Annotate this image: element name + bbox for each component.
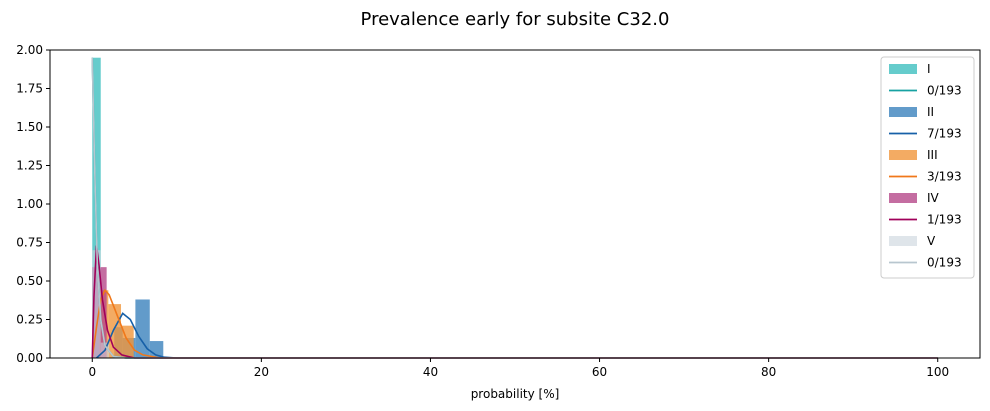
legend: I 0/193 II 7/193 III 3/193 IV 1/193 V 0/193 bbox=[880, 56, 975, 279]
legend-label-7: 1/193 bbox=[927, 213, 962, 227]
legend-label-1: 0/193 bbox=[927, 84, 962, 98]
density-line-3 bbox=[95, 312, 938, 359]
plot-frame bbox=[49, 49, 981, 359]
legend-swatch-2 bbox=[889, 107, 917, 117]
x-tick-label-1: 20 bbox=[254, 365, 269, 379]
density-lines bbox=[91, 57, 938, 359]
density-line-7 bbox=[91, 245, 938, 359]
legend-label-9: 0/193 bbox=[927, 256, 962, 270]
y-tick-label-0: 0.00 bbox=[16, 351, 43, 365]
legend-label-6: IV bbox=[927, 191, 940, 205]
y-tick-label-5: 1.25 bbox=[16, 159, 43, 173]
y-tick-label-1: 0.25 bbox=[16, 313, 43, 327]
density-line-1 bbox=[91, 57, 938, 359]
legend-label-0: I bbox=[927, 62, 931, 76]
legend-label-5: 3/193 bbox=[927, 170, 962, 184]
legend-swatch-6 bbox=[889, 193, 917, 203]
x-tick-label-5: 100 bbox=[926, 365, 949, 379]
legend-label-8: V bbox=[927, 234, 936, 248]
legend-label-3: 7/193 bbox=[927, 127, 962, 141]
chart-title: Prevalence early for subsite C32.0 bbox=[361, 9, 670, 30]
x-tick-label-2: 40 bbox=[423, 365, 438, 379]
density-line-9 bbox=[91, 57, 938, 359]
y-tick-label-4: 1.00 bbox=[16, 197, 43, 211]
y-tick-label-3: 0.75 bbox=[16, 236, 43, 250]
y-axis-ticks: 0.00 0.25 0.50 0.75 1.00 1.25 1.50 1.75 2.00 bbox=[16, 43, 50, 365]
bar-4-1 bbox=[108, 304, 122, 358]
histogram-bars bbox=[92, 57, 164, 358]
legend-swatch-8 bbox=[889, 236, 917, 246]
legend-swatch-0 bbox=[889, 64, 917, 74]
y-tick-label-7: 1.75 bbox=[16, 82, 43, 96]
x-tick-label-3: 60 bbox=[592, 365, 607, 379]
bar-8-0 bbox=[92, 250, 101, 358]
x-axis-ticks: 0 20 40 60 80 100 bbox=[88, 358, 949, 379]
legend-label-2: II bbox=[927, 105, 934, 119]
x-tick-label-4: 80 bbox=[761, 365, 776, 379]
legend-label-4: III bbox=[927, 148, 938, 162]
y-tick-label-2: 0.50 bbox=[16, 274, 43, 288]
density-line-5 bbox=[91, 288, 938, 359]
y-tick-label-8: 2.00 bbox=[16, 43, 43, 57]
x-axis-label: probability [%] bbox=[471, 387, 560, 401]
y-tick-label-6: 1.50 bbox=[16, 120, 43, 134]
bar-2-2 bbox=[135, 299, 150, 358]
legend-swatch-4 bbox=[889, 150, 917, 160]
x-tick-label-0: 0 bbox=[88, 365, 96, 379]
